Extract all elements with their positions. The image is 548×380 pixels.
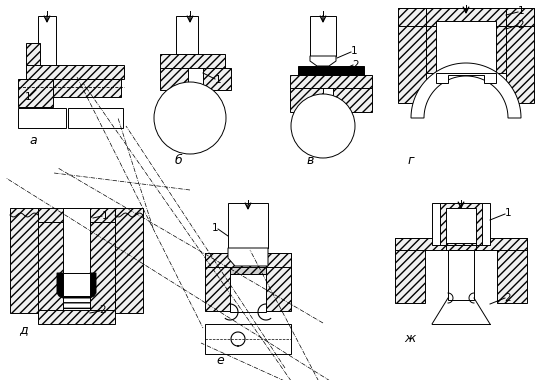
- Polygon shape: [436, 73, 496, 83]
- Polygon shape: [57, 273, 96, 298]
- Text: д: д: [19, 323, 27, 337]
- Bar: [218, 266, 278, 274]
- Bar: [18, 79, 53, 107]
- Text: е: е: [216, 355, 224, 367]
- Bar: [426, 8, 506, 26]
- Bar: [230, 274, 266, 312]
- Bar: [266, 253, 291, 311]
- Text: 2: 2: [518, 20, 524, 30]
- Text: 1: 1: [518, 6, 524, 16]
- Bar: [298, 66, 364, 75]
- Ellipse shape: [291, 94, 355, 158]
- Ellipse shape: [154, 82, 226, 154]
- Text: 1: 1: [102, 211, 109, 221]
- Text: 2: 2: [353, 60, 359, 70]
- Text: в: в: [306, 154, 313, 166]
- Bar: [68, 108, 123, 128]
- Polygon shape: [228, 248, 268, 266]
- Text: 1: 1: [215, 75, 221, 85]
- Text: 1: 1: [212, 223, 218, 233]
- Bar: [38, 208, 115, 222]
- Text: б: б: [174, 154, 182, 166]
- Bar: [310, 16, 336, 56]
- Bar: [26, 43, 40, 65]
- Bar: [290, 75, 372, 88]
- Text: ж: ж: [404, 331, 415, 345]
- Bar: [160, 54, 225, 68]
- Bar: [440, 203, 482, 245]
- Text: 1: 1: [25, 92, 31, 102]
- Bar: [497, 238, 527, 303]
- Bar: [38, 222, 63, 310]
- Bar: [53, 79, 121, 97]
- Bar: [18, 108, 66, 128]
- Bar: [160, 68, 188, 90]
- Bar: [436, 21, 496, 73]
- Bar: [426, 8, 454, 73]
- Bar: [398, 8, 426, 103]
- Bar: [446, 208, 476, 243]
- Text: 2: 2: [100, 305, 106, 315]
- Bar: [38, 310, 115, 324]
- Bar: [398, 8, 534, 26]
- Text: а: а: [29, 133, 37, 147]
- Bar: [290, 88, 323, 112]
- Bar: [115, 208, 143, 313]
- Bar: [203, 68, 231, 90]
- Bar: [395, 238, 425, 303]
- Bar: [478, 8, 506, 73]
- Bar: [63, 296, 90, 312]
- Bar: [448, 250, 474, 300]
- Bar: [205, 324, 291, 354]
- Bar: [432, 203, 490, 245]
- Bar: [205, 253, 291, 267]
- Bar: [205, 253, 230, 311]
- Polygon shape: [411, 63, 521, 118]
- Text: 2: 2: [505, 293, 511, 303]
- Bar: [38, 16, 56, 71]
- Bar: [395, 238, 527, 250]
- Bar: [176, 16, 198, 54]
- Polygon shape: [310, 56, 336, 66]
- Bar: [10, 208, 38, 313]
- Text: 1: 1: [505, 208, 511, 218]
- Text: 1: 1: [351, 46, 357, 56]
- Bar: [506, 8, 534, 103]
- Text: г: г: [408, 155, 414, 168]
- Bar: [26, 65, 124, 79]
- Bar: [63, 273, 90, 296]
- Bar: [228, 203, 268, 248]
- Bar: [333, 88, 372, 112]
- Bar: [90, 222, 115, 310]
- Bar: [63, 208, 90, 273]
